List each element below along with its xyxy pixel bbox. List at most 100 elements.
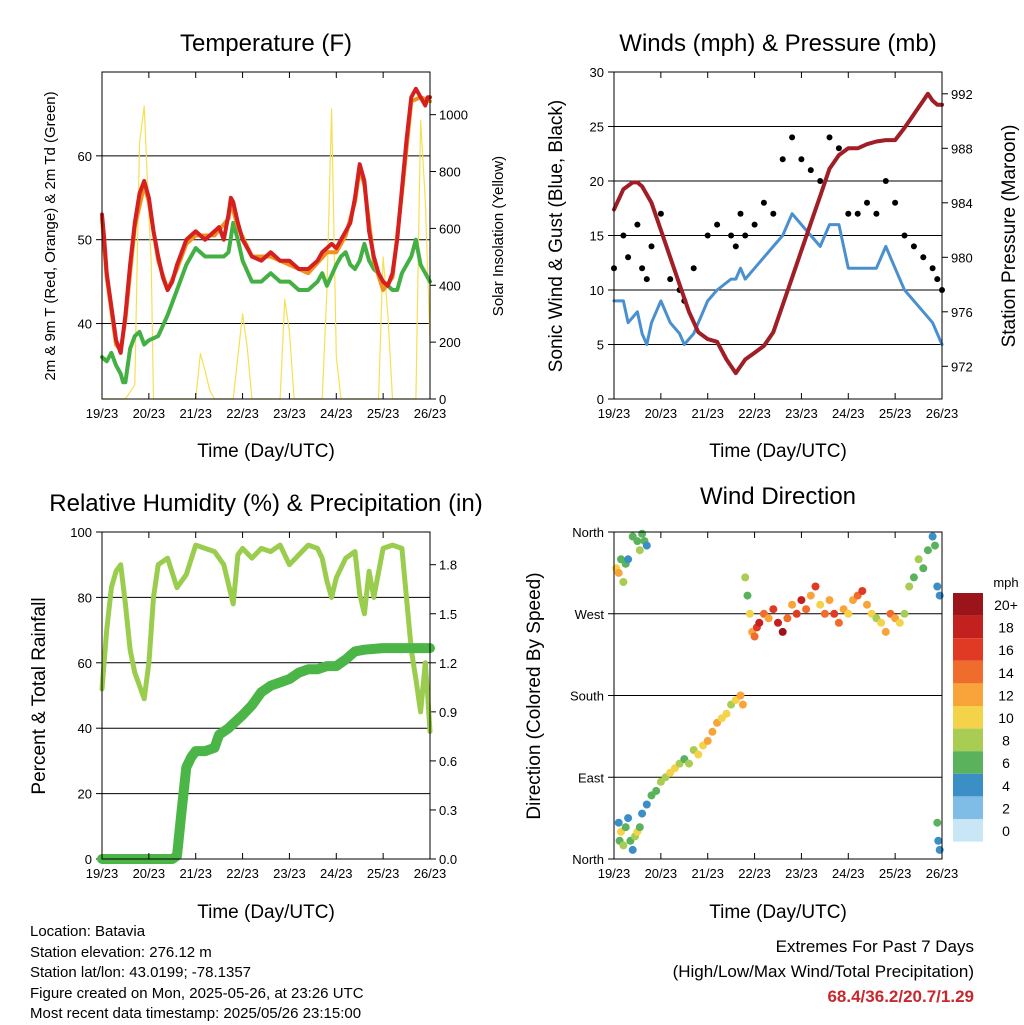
direction-point bbox=[830, 609, 839, 618]
y-right-tick-label: 600 bbox=[439, 221, 461, 236]
x-tick-label: 26/23 bbox=[414, 406, 447, 421]
y-right-tick-label: 0.9 bbox=[439, 705, 457, 720]
x-tick-label: 24/23 bbox=[320, 406, 353, 421]
y-right-tick-label: 976 bbox=[951, 305, 973, 320]
station-latlon: Station lat/lon: 43.0199; -78.1357 bbox=[30, 964, 252, 981]
colorbar-label: 2 bbox=[1002, 800, 1010, 816]
station-elevation: Station elevation: 276.12 m bbox=[30, 943, 212, 961]
colorbar-swatch bbox=[953, 751, 983, 774]
y-tick-label: 50 bbox=[78, 233, 92, 248]
x-tick-label: 24/23 bbox=[832, 406, 865, 421]
direction-point bbox=[778, 627, 787, 636]
direction-point bbox=[806, 591, 815, 600]
plot-frame bbox=[613, 71, 943, 400]
y-tick-label: 20 bbox=[78, 787, 92, 802]
humidity-ylabel: Percent & Total Rainfall bbox=[29, 597, 50, 794]
x-tick-label: 20/23 bbox=[133, 406, 166, 421]
series-line-total-precipitation bbox=[97, 643, 435, 864]
x-tick-label: 25/23 bbox=[367, 406, 400, 421]
speed-colorbar: mph 20+ 18 16 14 12 10 8 6 4 2 0 bbox=[953, 575, 1019, 842]
direction-point bbox=[750, 632, 759, 641]
pressure-ylabel: Station Pressure (Maroon) bbox=[999, 125, 1020, 348]
gust-point bbox=[634, 221, 641, 228]
direction-point bbox=[933, 818, 942, 827]
direction-point bbox=[619, 578, 628, 586]
direction-point bbox=[877, 618, 886, 627]
direction-point bbox=[614, 818, 623, 827]
gust-point bbox=[760, 199, 767, 206]
gust-point bbox=[873, 210, 880, 217]
direction-point bbox=[624, 814, 633, 823]
y-tick-label: West bbox=[575, 607, 605, 622]
direction-point bbox=[722, 709, 731, 718]
gust-point bbox=[901, 232, 908, 239]
extremes-box: Extremes For Past 7 Days (High/Low/Max W… bbox=[673, 934, 974, 1009]
gust-point bbox=[714, 221, 721, 228]
direction-point bbox=[792, 609, 801, 618]
direction-point bbox=[820, 609, 829, 618]
direction-point bbox=[642, 800, 651, 809]
y-right-tick-label: 984 bbox=[951, 196, 973, 211]
direction-point bbox=[909, 573, 918, 582]
direction-point bbox=[895, 618, 904, 627]
direction-point bbox=[834, 618, 843, 627]
y-tick-label: 40 bbox=[78, 721, 92, 736]
direction-point bbox=[614, 568, 623, 577]
colorbar-label: 0 bbox=[1002, 823, 1010, 839]
colorbar-swatch bbox=[953, 819, 983, 842]
direction-point bbox=[621, 823, 630, 832]
x-tick-label: 19/23 bbox=[598, 866, 631, 881]
y-tick-label: 30 bbox=[590, 65, 604, 80]
y-tick-label: 60 bbox=[78, 656, 92, 671]
y-tick-label: 0 bbox=[85, 852, 92, 867]
direction-point bbox=[858, 587, 867, 595]
series-line-2m-t bbox=[100, 86, 432, 355]
colorbar-swatch bbox=[953, 615, 983, 639]
gust-point bbox=[807, 167, 814, 174]
y-tick-label: South bbox=[570, 689, 604, 704]
direction-point bbox=[783, 614, 792, 623]
series-line-wind bbox=[612, 212, 944, 346]
extremes-values: 68.4/36.2/20.7/1.29 bbox=[827, 987, 974, 1006]
x-tick-label: 22/23 bbox=[226, 406, 259, 421]
y-right-tick-label: 400 bbox=[439, 278, 461, 293]
gust-point bbox=[934, 276, 941, 283]
gust-point bbox=[789, 134, 796, 141]
direction-point bbox=[738, 700, 747, 709]
gust-point bbox=[648, 243, 655, 250]
figure-created: Figure created on Mon, 2025-05-26, at 23… bbox=[30, 984, 364, 1002]
direction-point bbox=[652, 786, 661, 795]
direction-point bbox=[642, 541, 651, 550]
winds-panel: Winds (mph) & Pressure (mb) Sonic Wind &… bbox=[546, 30, 1020, 462]
x-tick-label: 24/23 bbox=[832, 866, 865, 881]
gust-point bbox=[864, 199, 870, 206]
gust-point bbox=[882, 178, 889, 184]
y-tick-label: 40 bbox=[78, 317, 92, 332]
direction-xlabel: Time (Day/UTC) bbox=[709, 902, 847, 923]
temperature-xlabel: Time (Day/UTC) bbox=[197, 441, 335, 462]
gust-point bbox=[657, 210, 664, 217]
direction-point bbox=[694, 750, 703, 759]
plot-frame bbox=[101, 531, 431, 860]
y-right-tick-label: 800 bbox=[439, 165, 461, 180]
gust-point bbox=[639, 265, 646, 272]
direction-point bbox=[633, 537, 642, 546]
gust-point bbox=[770, 210, 777, 217]
colorbar-swatch bbox=[953, 638, 983, 661]
x-tick-label: 19/23 bbox=[86, 866, 119, 881]
winds-title: Winds (mph) & Pressure (mb) bbox=[619, 30, 936, 57]
x-tick-label: 25/23 bbox=[879, 406, 912, 421]
direction-point bbox=[774, 618, 782, 627]
y-tick-label: 0 bbox=[597, 392, 604, 407]
gust-point bbox=[854, 210, 861, 217]
colorbar-swatch bbox=[953, 593, 983, 616]
station-location: Location: Batavia bbox=[30, 923, 146, 940]
y-right-tick-label: 992 bbox=[951, 87, 973, 102]
gust-point bbox=[929, 265, 936, 272]
series-line-solar-insolation bbox=[101, 105, 431, 400]
direction-point bbox=[635, 823, 644, 832]
gust-point bbox=[826, 134, 833, 141]
direction-ylabel: Direction (Colored By Speed) bbox=[524, 572, 545, 819]
x-tick-label: 20/23 bbox=[133, 866, 166, 881]
y-tick-label: 100 bbox=[70, 525, 92, 540]
